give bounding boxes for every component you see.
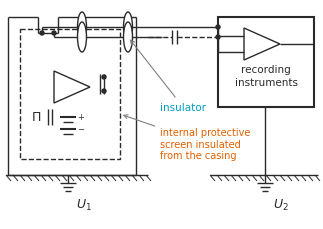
Circle shape: [216, 36, 220, 40]
Bar: [20, 30, 120, 159]
Circle shape: [102, 76, 106, 80]
Ellipse shape: [123, 23, 132, 53]
Ellipse shape: [78, 13, 87, 43]
Text: $U_2$: $U_2$: [273, 197, 289, 212]
Bar: [218, 18, 314, 108]
Circle shape: [40, 32, 44, 36]
Circle shape: [52, 32, 56, 36]
Text: −: −: [77, 125, 84, 134]
Text: П: П: [31, 111, 41, 124]
Circle shape: [216, 26, 220, 30]
Ellipse shape: [78, 23, 87, 53]
Text: internal protective
screen insulated
from the casing: internal protective screen insulated fro…: [124, 115, 250, 161]
Text: +: +: [77, 113, 84, 122]
Text: insulator: insulator: [130, 41, 206, 112]
Text: $U_1$: $U_1$: [76, 197, 92, 212]
Ellipse shape: [123, 13, 132, 43]
Text: instruments: instruments: [234, 78, 297, 88]
Circle shape: [102, 90, 106, 94]
Text: recording: recording: [241, 65, 291, 75]
